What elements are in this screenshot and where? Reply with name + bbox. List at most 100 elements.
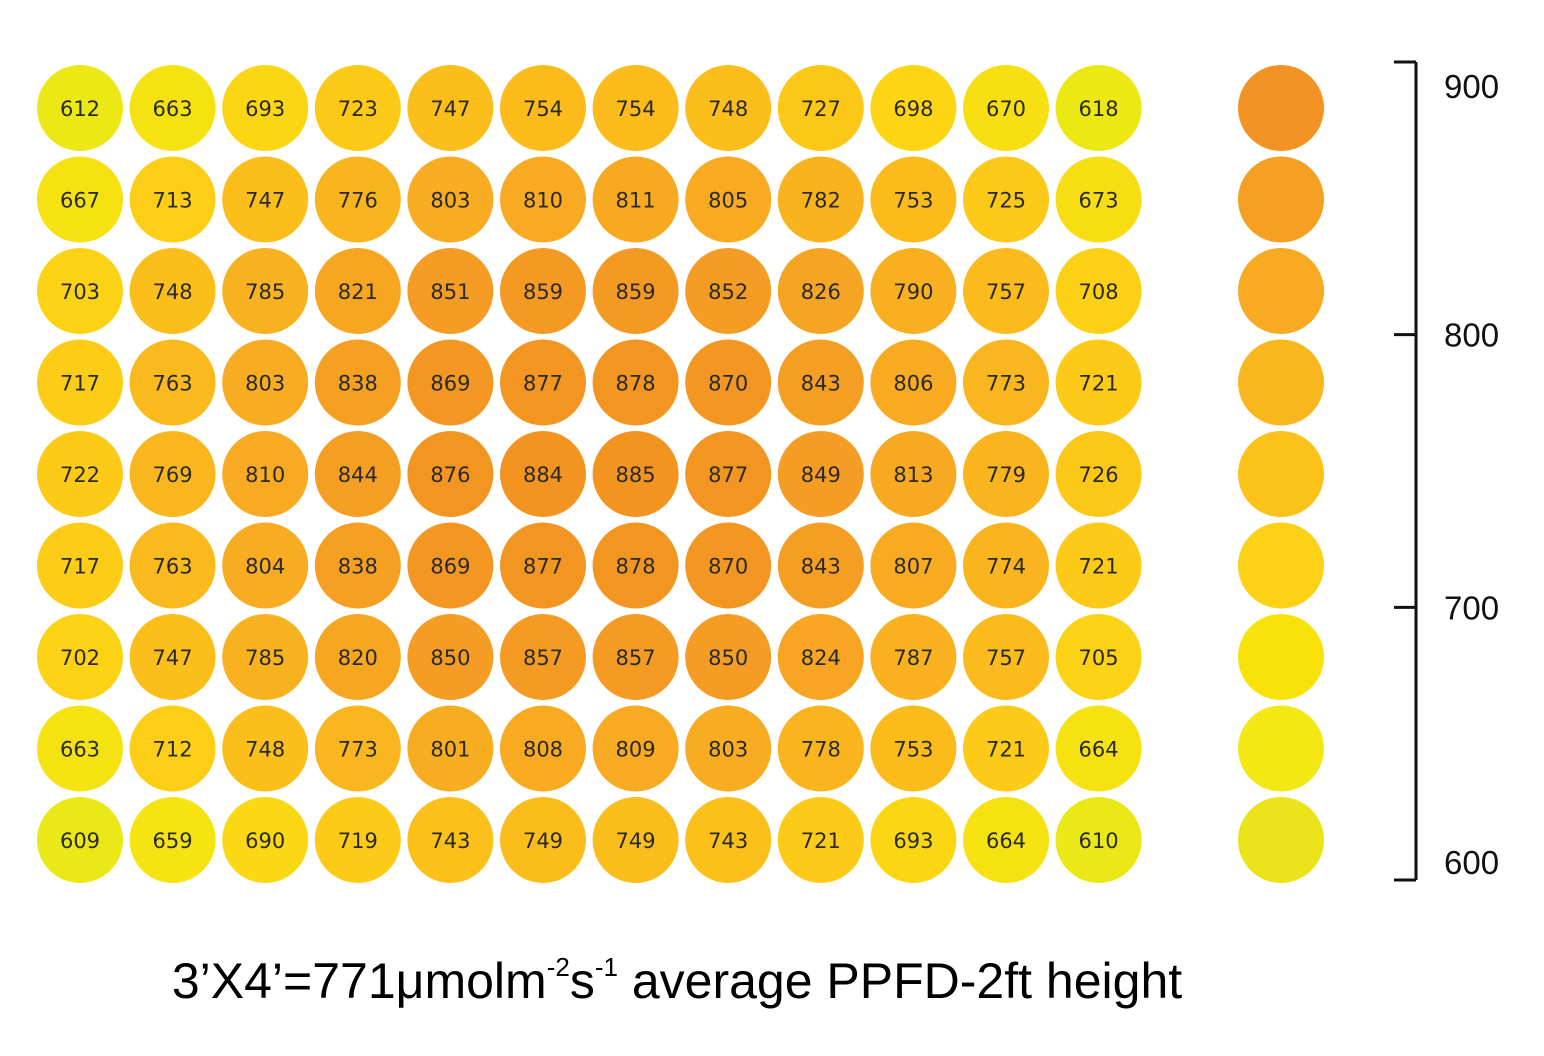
cell-value-label: 806 — [893, 372, 933, 396]
cell-value-label: 726 — [1079, 463, 1119, 487]
cell-value-label: 753 — [893, 189, 933, 213]
heatmap-cell — [777, 797, 864, 883]
caption-prefix: 3’X4’=771μmolm — [171, 953, 547, 1009]
heatmap-cell — [592, 522, 679, 609]
cell-value-label: 748 — [153, 280, 193, 304]
heatmap-cell — [407, 614, 494, 700]
cell-value-label: 852 — [708, 280, 748, 304]
cell-value-label: 717 — [60, 372, 100, 396]
scale-tick-label: 900 — [1444, 68, 1499, 105]
heatmap-cell — [777, 339, 864, 426]
scale-swatch — [1238, 522, 1324, 609]
cell-value-label: 769 — [153, 463, 193, 487]
cell-value-label: 774 — [986, 555, 1026, 579]
cell-value-label: 717 — [60, 555, 100, 579]
cell-value-label: 747 — [153, 646, 193, 670]
cell-value-label: 778 — [801, 738, 841, 762]
cell-value-label: 813 — [893, 463, 933, 487]
heatmap-cell — [500, 65, 586, 151]
heatmap-cell — [963, 431, 1049, 517]
scale-swatch — [1238, 339, 1324, 426]
cell-value-label: 884 — [523, 463, 563, 487]
cell-value-label: 843 — [801, 372, 841, 396]
heatmap-cell — [222, 522, 309, 609]
heatmap-cell — [407, 522, 494, 609]
color-scale-axis: 900 800 700 600 — [1394, 60, 1499, 882]
scale-swatch — [1238, 431, 1324, 517]
heatmap-cell — [1055, 522, 1142, 609]
cell-value-label: 727 — [801, 97, 841, 121]
heatmap-cell — [592, 705, 679, 792]
heatmap-cell — [222, 614, 309, 700]
cell-value-label: 749 — [523, 829, 563, 853]
scale-tick-label: 600 — [1444, 844, 1499, 881]
cell-value-label: 703 — [60, 280, 100, 304]
heatmap-cell — [37, 705, 123, 792]
heatmap-cell — [407, 339, 494, 426]
heatmap-cell — [314, 156, 401, 243]
cell-value-label: 844 — [338, 463, 378, 487]
heatmap-cell — [1055, 705, 1142, 792]
heatmap-cell — [777, 431, 864, 517]
heatmap-cell — [314, 339, 401, 426]
cell-value-label: 690 — [245, 829, 285, 853]
cell-value-label: 664 — [1079, 738, 1119, 762]
heatmap-cell — [500, 705, 586, 792]
heatmap-cell — [407, 431, 494, 517]
scale-swatch — [1238, 614, 1324, 700]
cell-value-label: 712 — [153, 738, 193, 762]
cell-value-label: 843 — [801, 555, 841, 579]
heatmap-cell — [500, 339, 586, 426]
heatmap-cell — [870, 522, 957, 609]
cell-value-label: 869 — [430, 555, 470, 579]
scale-tick-label: 800 — [1444, 317, 1499, 354]
heatmap-cell — [129, 522, 216, 609]
cell-value-label: 804 — [245, 555, 285, 579]
heatmap-cell — [870, 65, 957, 151]
cell-value-label: 878 — [616, 555, 656, 579]
heatmap-cell — [37, 156, 123, 243]
cell-value-label: 785 — [245, 646, 285, 670]
cell-value-label: 747 — [430, 97, 470, 121]
cell-value-label: 787 — [893, 646, 933, 670]
heatmap-cell — [314, 705, 401, 792]
heatmap-cell — [407, 797, 494, 883]
cell-value-label: 708 — [1079, 280, 1119, 304]
heatmap-cell — [963, 248, 1049, 334]
heatmap-cell — [314, 522, 401, 609]
cell-value-label: 850 — [430, 646, 470, 670]
cell-value-label: 610 — [1079, 829, 1119, 853]
heatmap-cell — [500, 248, 586, 334]
heatmap-cell — [1055, 339, 1142, 426]
scale-tick-label: 700 — [1444, 589, 1499, 626]
cell-value-label: 811 — [616, 189, 656, 213]
cell-value-label: 859 — [616, 280, 656, 304]
cell-value-label: 702 — [60, 646, 100, 670]
cell-value-label: 743 — [708, 829, 748, 853]
heatmap-cell — [592, 65, 679, 151]
heatmap-cell — [870, 431, 957, 517]
heatmap-cell — [314, 614, 401, 700]
heatmap-cell — [963, 614, 1049, 700]
scale-swatch — [1238, 248, 1324, 334]
heatmap-cell — [500, 156, 586, 243]
cell-value-label: 877 — [708, 463, 748, 487]
heatmap-cell — [592, 614, 679, 700]
cell-value-label: 820 — [338, 646, 378, 670]
cell-value-label: 673 — [1079, 189, 1119, 213]
caption: 3’X4’=771μmolm-2s-1 average PPFD-2ft hei… — [0, 952, 1354, 1010]
heatmap-cell — [592, 156, 679, 243]
caption-sup-1: -2 — [546, 952, 570, 983]
heatmap-cell — [685, 339, 772, 426]
heatmap-cell — [870, 614, 957, 700]
heatmap-cell — [407, 248, 494, 334]
cell-value-label: 877 — [523, 372, 563, 396]
heatmap-cell — [37, 65, 123, 151]
heatmap-cell — [37, 248, 123, 334]
scale-swatch — [1238, 65, 1324, 151]
cell-value-label: 725 — [986, 189, 1026, 213]
cell-value-label: 803 — [245, 372, 285, 396]
cell-value-label: 721 — [1079, 555, 1119, 579]
cell-value-label: 850 — [708, 646, 748, 670]
